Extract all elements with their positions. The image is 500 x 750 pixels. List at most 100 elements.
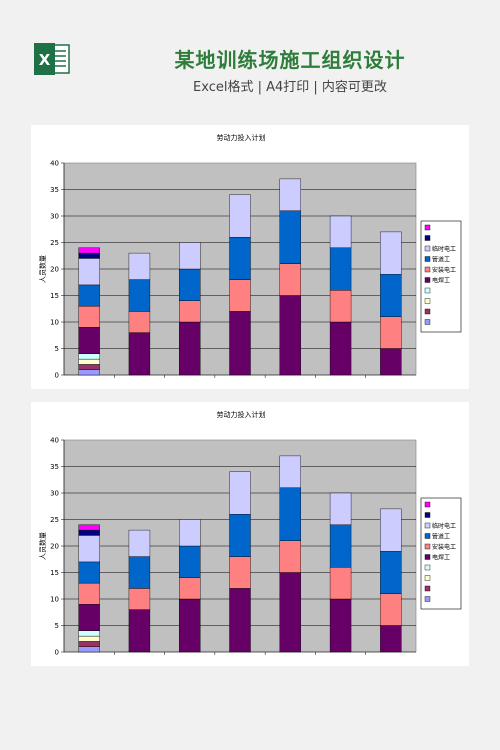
bar-segment bbox=[78, 353, 100, 360]
bar-segment bbox=[179, 519, 201, 547]
y-tick-label: 35 bbox=[50, 186, 59, 194]
legend-swatch bbox=[424, 575, 431, 581]
chart-panel-1: 劳动力投入计划 0 5 10 15 20 25 30 35 40 人员数量 临时电工 管道工 安装电工 电焊… bbox=[31, 125, 469, 389]
bar-segment bbox=[128, 529, 151, 557]
legend-swatch bbox=[424, 596, 431, 602]
y-tick-label: 0 bbox=[55, 649, 59, 657]
bar-segment bbox=[179, 598, 201, 653]
bar-segment bbox=[78, 247, 100, 254]
bar-segment bbox=[128, 252, 151, 280]
y-tick-label: 5 bbox=[55, 622, 59, 630]
bar-segment bbox=[78, 529, 100, 536]
bar-segment bbox=[329, 289, 352, 323]
bar-segment bbox=[229, 236, 251, 280]
bar-segment bbox=[78, 252, 100, 259]
bar-segment bbox=[229, 471, 251, 515]
bar-segment bbox=[279, 540, 301, 573]
legend-swatch bbox=[424, 235, 431, 241]
bar-segment bbox=[78, 258, 100, 286]
legend-swatch bbox=[424, 564, 431, 571]
y-tick-label: 40 bbox=[50, 160, 59, 168]
legend-label: 安装电工 bbox=[432, 543, 456, 551]
bar-segment bbox=[78, 364, 100, 370]
bar-segment bbox=[78, 641, 100, 647]
bar-segment bbox=[380, 593, 402, 626]
bar-segment bbox=[128, 556, 151, 589]
bar-segment bbox=[128, 279, 151, 312]
bar-segment bbox=[229, 588, 251, 653]
legend-swatch bbox=[424, 308, 431, 315]
y-axis-label: 人员数量 bbox=[38, 532, 47, 560]
bar-segment bbox=[179, 545, 201, 578]
y-tick-label: 15 bbox=[50, 569, 59, 577]
legend-swatch bbox=[424, 554, 431, 560]
bar-segment bbox=[179, 300, 201, 323]
bar-segment bbox=[380, 625, 402, 653]
bar-segment bbox=[78, 604, 100, 632]
legend-swatch bbox=[424, 256, 431, 262]
legend-swatch bbox=[424, 287, 431, 294]
page-subtitle: Excel格式 | A4打印 | 内容可更改 bbox=[193, 80, 387, 95]
y-tick-label: 15 bbox=[50, 292, 59, 300]
y-tick-label: 25 bbox=[50, 516, 59, 524]
y-tick-label: 0 bbox=[55, 372, 59, 380]
legend-swatch bbox=[424, 522, 431, 529]
y-tick-label: 30 bbox=[50, 213, 59, 221]
bar-segment bbox=[329, 524, 352, 568]
y-tick-label: 30 bbox=[50, 490, 59, 498]
bar-segment bbox=[78, 284, 100, 307]
bar-segment bbox=[279, 487, 301, 541]
chart-title: 劳动力投入计划 bbox=[217, 410, 266, 419]
bar-segment bbox=[329, 566, 352, 600]
labor-chart-2: 劳动力投入计划 0 5 10 15 20 25 30 35 40 人员数量 临时电工管道工安装电工电焊… bbox=[38, 410, 462, 657]
bar-segment bbox=[380, 348, 402, 376]
bar-segment bbox=[279, 178, 301, 211]
bar-segment bbox=[78, 535, 100, 563]
bar-segment bbox=[128, 311, 151, 333]
y-tick-label: 10 bbox=[50, 596, 59, 604]
bar-segment bbox=[78, 327, 100, 355]
labor-chart-1: 劳动力投入计划 0 5 10 15 20 25 30 35 40 人员数量 临时电工管道工安装电工电焊… bbox=[38, 133, 462, 380]
bar-segment bbox=[78, 582, 100, 605]
bar-segment bbox=[179, 242, 201, 270]
legend-label: 管道工 bbox=[432, 533, 450, 541]
excel-logo-letter: X bbox=[39, 51, 51, 69]
bar-segment bbox=[78, 630, 100, 637]
bar-segment bbox=[329, 247, 352, 291]
bar-segment bbox=[78, 561, 100, 584]
y-tick-label: 40 bbox=[50, 437, 59, 445]
bar-segment bbox=[179, 321, 201, 376]
y-tick-label: 25 bbox=[50, 239, 59, 247]
y-tick-label: 20 bbox=[50, 266, 59, 274]
excel-icon: X bbox=[34, 43, 70, 75]
legend-label: 电焊工 bbox=[432, 277, 450, 285]
y-tick-label: 5 bbox=[55, 345, 59, 353]
bar-segment bbox=[128, 588, 151, 610]
y-tick-label: 20 bbox=[50, 543, 59, 551]
bar-segment bbox=[380, 231, 402, 275]
legend-label: 电焊工 bbox=[432, 554, 450, 562]
legend-label: 管道工 bbox=[432, 256, 450, 264]
legend-swatch bbox=[424, 266, 431, 273]
bar-segment bbox=[229, 279, 251, 312]
bar-segment bbox=[78, 305, 100, 328]
legend-swatch bbox=[424, 512, 431, 518]
bar-segment bbox=[329, 215, 352, 248]
y-tick-label: 35 bbox=[50, 463, 59, 471]
legend-swatch bbox=[424, 277, 431, 283]
legend-swatch bbox=[424, 245, 431, 252]
bar-segment bbox=[78, 646, 100, 653]
legend-swatch bbox=[424, 298, 431, 304]
bar-segment bbox=[279, 295, 301, 376]
chart-panel-2: 劳动力投入计划 0 5 10 15 20 25 30 35 40 人员数量 临时电工 管道工 安装电工 电焊… bbox=[31, 402, 469, 666]
legend-swatch bbox=[424, 319, 431, 325]
bar-segment bbox=[78, 369, 100, 376]
bar-segment bbox=[229, 556, 251, 589]
bar-segment bbox=[78, 358, 100, 365]
bar-segment bbox=[78, 524, 100, 531]
page-title: 某地训练场施工组织设计 bbox=[174, 48, 406, 72]
legend-swatch bbox=[424, 533, 431, 539]
y-axis-label: 人员数量 bbox=[38, 255, 47, 283]
legend-label: 安装电工 bbox=[432, 266, 456, 274]
bar-segment bbox=[229, 194, 251, 238]
